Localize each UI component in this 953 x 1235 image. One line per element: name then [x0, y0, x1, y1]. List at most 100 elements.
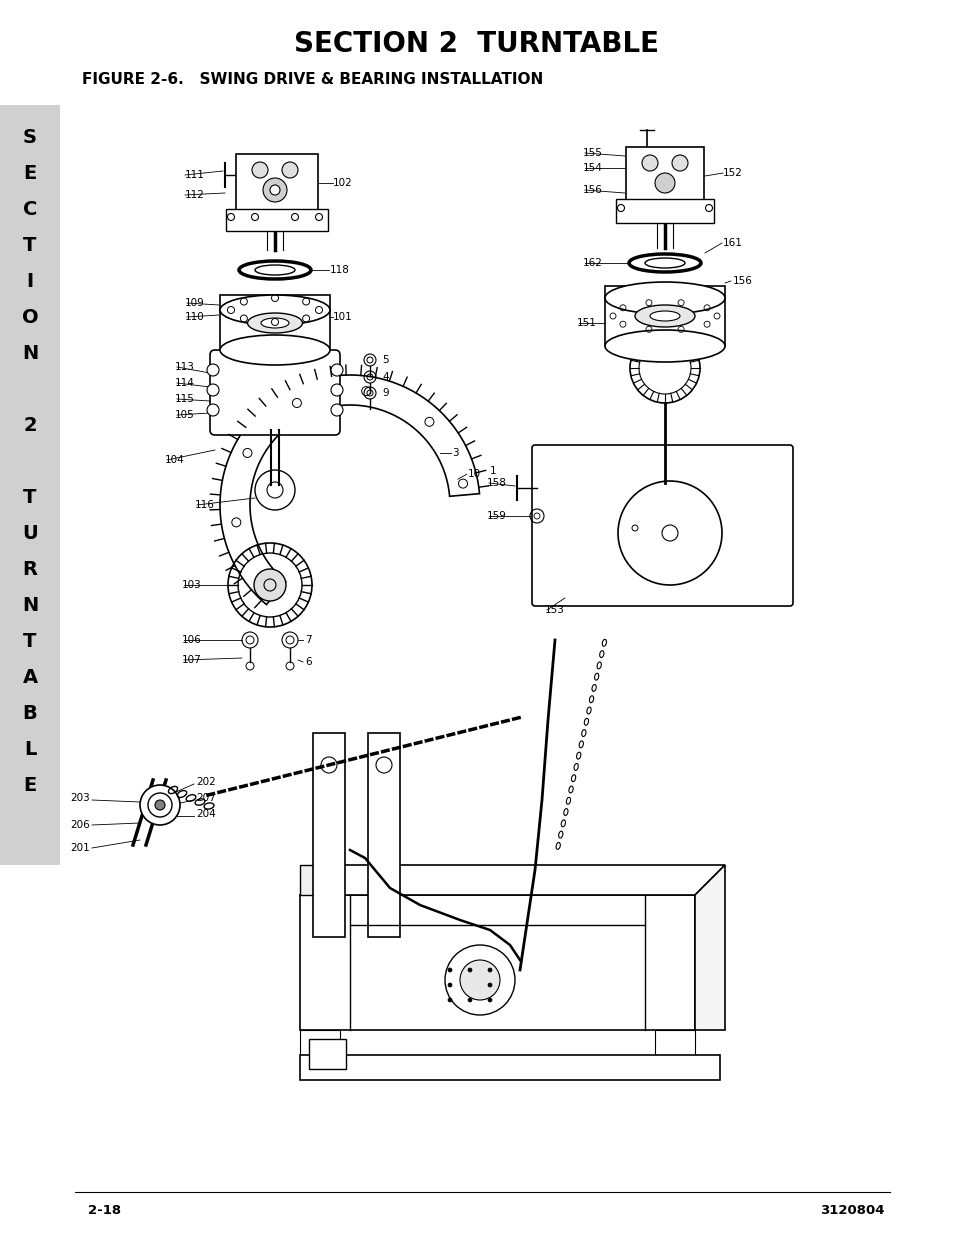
Circle shape [207, 384, 219, 396]
Circle shape [331, 384, 343, 396]
Circle shape [448, 998, 452, 1002]
Ellipse shape [644, 258, 684, 268]
Circle shape [282, 162, 297, 178]
Text: 112: 112 [185, 190, 205, 200]
Circle shape [448, 983, 452, 987]
FancyBboxPatch shape [210, 350, 339, 435]
Text: 115: 115 [174, 394, 194, 404]
Text: 2-18: 2-18 [88, 1203, 121, 1216]
Circle shape [252, 162, 268, 178]
Text: 161: 161 [722, 238, 742, 248]
Text: T: T [23, 488, 36, 508]
Polygon shape [299, 864, 724, 895]
Text: 203: 203 [71, 793, 90, 803]
Circle shape [140, 785, 180, 825]
Text: O: O [22, 308, 38, 327]
FancyBboxPatch shape [226, 209, 328, 231]
Ellipse shape [247, 312, 302, 333]
Text: 156: 156 [732, 275, 752, 287]
FancyBboxPatch shape [0, 105, 60, 864]
Text: 102: 102 [333, 178, 353, 188]
Ellipse shape [220, 335, 330, 366]
Text: 204: 204 [195, 809, 215, 819]
Circle shape [263, 178, 287, 203]
Text: SECTION 2  TURNTABLE: SECTION 2 TURNTABLE [294, 30, 659, 58]
Circle shape [468, 998, 472, 1002]
Ellipse shape [649, 311, 679, 321]
Text: 159: 159 [486, 511, 506, 521]
Circle shape [641, 156, 658, 170]
Ellipse shape [635, 305, 695, 327]
FancyBboxPatch shape [313, 734, 345, 937]
FancyBboxPatch shape [604, 287, 724, 346]
Circle shape [207, 364, 219, 375]
Circle shape [488, 998, 492, 1002]
Text: 114: 114 [174, 378, 194, 388]
Ellipse shape [628, 254, 700, 272]
Text: 109: 109 [185, 298, 205, 308]
Polygon shape [299, 864, 335, 895]
Circle shape [154, 800, 165, 810]
Text: 154: 154 [582, 163, 602, 173]
Ellipse shape [604, 282, 724, 314]
Ellipse shape [604, 330, 724, 362]
Text: FIGURE 2-6.   SWING DRIVE & BEARING INSTALLATION: FIGURE 2-6. SWING DRIVE & BEARING INSTAL… [82, 72, 542, 86]
Text: 153: 153 [544, 605, 564, 615]
Text: 101: 101 [333, 312, 353, 322]
Text: E: E [24, 164, 36, 183]
FancyBboxPatch shape [309, 1039, 346, 1070]
Text: 206: 206 [71, 820, 90, 830]
Polygon shape [220, 375, 479, 605]
Circle shape [488, 968, 492, 972]
Text: N: N [22, 345, 38, 363]
Text: 107: 107 [182, 655, 201, 664]
Text: U: U [22, 524, 38, 543]
Circle shape [468, 968, 472, 972]
Ellipse shape [220, 295, 330, 325]
FancyBboxPatch shape [532, 445, 792, 606]
FancyBboxPatch shape [368, 734, 399, 937]
Text: 162: 162 [582, 258, 602, 268]
Text: 5: 5 [381, 354, 388, 366]
Text: 3120804: 3120804 [820, 1203, 883, 1216]
Ellipse shape [239, 261, 311, 279]
Circle shape [655, 173, 675, 193]
Text: 201: 201 [71, 844, 90, 853]
Text: 1: 1 [490, 466, 497, 475]
Text: C: C [23, 200, 37, 219]
Circle shape [207, 404, 219, 416]
Text: T: T [23, 632, 36, 651]
Ellipse shape [254, 266, 294, 275]
Text: 7: 7 [305, 635, 312, 645]
Text: L: L [24, 740, 36, 760]
Text: 152: 152 [722, 168, 742, 178]
Text: B: B [23, 704, 37, 722]
Text: 151: 151 [577, 317, 597, 329]
Polygon shape [299, 1055, 720, 1079]
Text: 110: 110 [185, 312, 205, 322]
Text: 10: 10 [467, 469, 480, 479]
Circle shape [270, 185, 280, 195]
Text: 155: 155 [582, 148, 602, 158]
Circle shape [488, 983, 492, 987]
FancyBboxPatch shape [299, 895, 695, 1030]
Text: 118: 118 [330, 266, 350, 275]
Text: 6: 6 [305, 657, 312, 667]
Text: 4: 4 [381, 372, 388, 382]
Circle shape [331, 364, 343, 375]
Text: 111: 111 [185, 170, 205, 180]
Text: 106: 106 [182, 635, 201, 645]
Text: 104: 104 [165, 454, 185, 466]
Text: 105: 105 [174, 410, 194, 420]
FancyBboxPatch shape [616, 199, 713, 224]
Text: N: N [22, 597, 38, 615]
Polygon shape [299, 1030, 339, 1060]
Circle shape [671, 156, 687, 170]
Text: I: I [27, 272, 33, 291]
Polygon shape [655, 1030, 695, 1060]
Text: 202: 202 [195, 777, 215, 787]
FancyBboxPatch shape [625, 147, 703, 214]
Text: 116: 116 [194, 500, 214, 510]
Text: 113: 113 [174, 362, 194, 372]
Ellipse shape [261, 317, 289, 329]
